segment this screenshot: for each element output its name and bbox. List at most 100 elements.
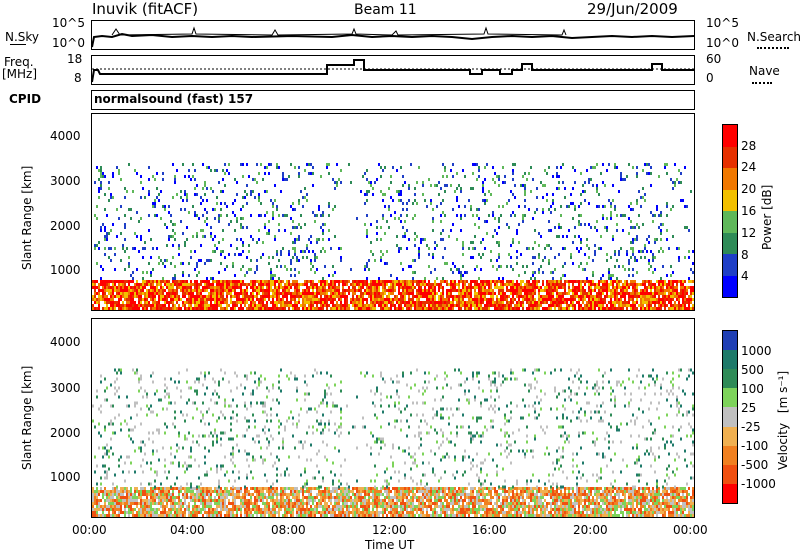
heatmap-cell (566, 304, 568, 307)
heatmap-cell (194, 458, 196, 462)
heatmap-cell (206, 511, 208, 514)
heatmap-cell (200, 419, 202, 423)
heatmap-cell (498, 205, 500, 208)
heatmap-cell (496, 241, 498, 244)
heatmap-cell (512, 241, 514, 244)
heatmap-cell (262, 286, 264, 289)
heatmap-cell (440, 280, 442, 283)
heatmap-cell (586, 277, 588, 280)
heatmap-cell (302, 295, 304, 298)
heatmap-cell (298, 202, 300, 205)
heatmap-cell (412, 202, 414, 205)
heatmap-cell (452, 163, 454, 166)
heatmap-cell (106, 493, 108, 496)
heatmap-cell (428, 301, 430, 304)
heatmap-cell (178, 496, 180, 499)
heatmap-cell (328, 298, 330, 301)
heatmap-cell (558, 253, 560, 256)
heatmap-cell (226, 307, 228, 310)
heatmap-cell (452, 304, 454, 307)
heatmap-cell (258, 289, 260, 292)
heatmap-cell (690, 286, 692, 289)
heatmap-cell (180, 208, 182, 211)
heatmap-cell (96, 262, 98, 265)
heatmap-cell (162, 490, 164, 493)
heatmap-cell (296, 256, 298, 259)
heatmap-cell (546, 295, 548, 298)
heatmap-cell (588, 295, 590, 298)
heatmap-cell (686, 286, 688, 289)
heatmap-cell (604, 307, 606, 310)
heatmap-cell (176, 295, 178, 298)
heatmap-cell (242, 301, 244, 304)
heatmap-cell (100, 434, 102, 438)
heatmap-cell (218, 181, 220, 184)
heatmap-cell (632, 295, 634, 298)
heatmap-cell (142, 298, 144, 301)
heatmap-cell (290, 205, 292, 208)
heatmap-cell (308, 301, 310, 304)
heatmap-cell (634, 301, 636, 304)
heatmap-cell (338, 283, 340, 286)
heatmap-cell (646, 280, 648, 283)
heatmap-cell (378, 289, 380, 292)
heatmap-cell (112, 298, 114, 301)
heatmap-cell (100, 229, 102, 232)
heatmap-cell (378, 280, 380, 283)
heatmap-cell (232, 289, 234, 292)
heatmap-cell (314, 259, 316, 262)
heatmap-cell (146, 496, 148, 499)
heatmap-cell (546, 199, 548, 202)
heatmap-cell (640, 301, 642, 304)
heatmap-cell (216, 301, 218, 304)
heatmap-cell (556, 166, 558, 169)
power-cbar-label: Power [dB] (760, 184, 774, 250)
heatmap-cell (506, 304, 508, 307)
heatmap-cell (316, 214, 318, 217)
heatmap-cell (144, 307, 146, 310)
heatmap-cell (622, 214, 624, 217)
heatmap-cell (116, 496, 118, 499)
heatmap-cell (472, 172, 474, 175)
heatmap-cell (130, 511, 132, 514)
heatmap-cell (536, 208, 538, 211)
heatmap-cell (216, 202, 218, 205)
heatmap-cell (162, 280, 164, 283)
heatmap-cell (102, 514, 104, 517)
heatmap-cell (212, 295, 214, 298)
heatmap-cell (172, 196, 174, 199)
heatmap-cell (676, 289, 678, 292)
heatmap-cell (214, 401, 216, 405)
heatmap-cell (240, 508, 242, 511)
heatmap-cell (212, 208, 214, 211)
heatmap-cell (240, 505, 242, 508)
heatmap-cell (126, 493, 128, 496)
heatmap-cell (160, 292, 162, 295)
heatmap-cell (114, 304, 116, 307)
heatmap-cell (618, 190, 620, 193)
heatmap-cell (210, 292, 212, 295)
heatmap-cell (476, 301, 478, 304)
heatmap-cell (102, 295, 104, 298)
heatmap-cell (272, 205, 274, 208)
heatmap-cell (500, 298, 502, 301)
heatmap-cell (128, 428, 130, 432)
heatmap-cell (654, 283, 656, 286)
heatmap-cell (224, 490, 226, 493)
heatmap-cell (232, 470, 234, 474)
heatmap-cell (358, 298, 360, 301)
heatmap-cell (452, 283, 454, 286)
heatmap-cell (242, 226, 244, 229)
heatmap-cell (676, 295, 678, 298)
heatmap-cell (344, 307, 346, 310)
heatmap-cell (134, 425, 136, 429)
heatmap-cell (616, 307, 618, 310)
heatmap-cell (396, 283, 398, 286)
heatmap-cell (678, 280, 680, 283)
heatmap-cell (402, 292, 404, 295)
heatmap-cell (198, 217, 200, 220)
heatmap-cell (312, 250, 314, 253)
heatmap-cell (604, 289, 606, 292)
heatmap-cell (422, 238, 424, 241)
heatmap-cell (240, 226, 242, 229)
